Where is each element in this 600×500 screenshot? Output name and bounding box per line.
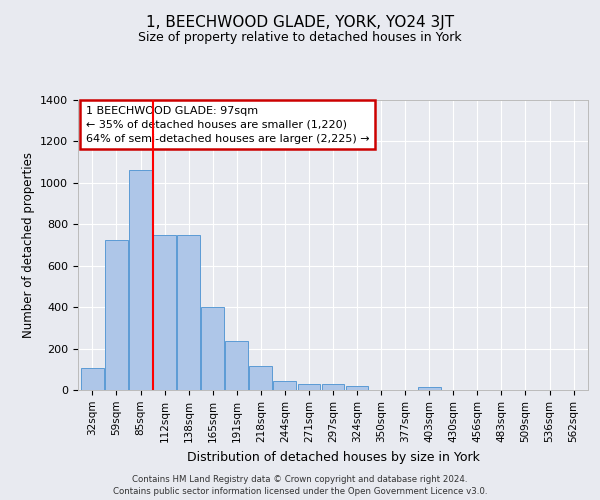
Text: Size of property relative to detached houses in York: Size of property relative to detached ho… xyxy=(138,31,462,44)
Bar xyxy=(346,386,368,390)
Text: 1 BEECHWOOD GLADE: 97sqm
← 35% of detached houses are smaller (1,220)
64% of sem: 1 BEECHWOOD GLADE: 97sqm ← 35% of detach… xyxy=(86,106,369,144)
Text: Distribution of detached houses by size in York: Distribution of detached houses by size … xyxy=(187,451,479,464)
Y-axis label: Number of detached properties: Number of detached properties xyxy=(22,152,35,338)
Bar xyxy=(322,384,344,390)
Bar xyxy=(274,380,296,390)
Bar xyxy=(177,234,200,390)
Bar xyxy=(250,366,272,390)
Text: Contains public sector information licensed under the Open Government Licence v3: Contains public sector information licen… xyxy=(113,486,487,496)
Bar xyxy=(201,307,224,390)
Bar xyxy=(81,368,104,390)
Bar xyxy=(129,170,152,390)
Bar xyxy=(418,387,440,390)
Bar xyxy=(298,384,320,390)
Bar xyxy=(226,342,248,390)
Text: Contains HM Land Registry data © Crown copyright and database right 2024.: Contains HM Land Registry data © Crown c… xyxy=(132,476,468,484)
Bar xyxy=(153,234,176,390)
Text: 1, BEECHWOOD GLADE, YORK, YO24 3JT: 1, BEECHWOOD GLADE, YORK, YO24 3JT xyxy=(146,15,454,30)
Bar xyxy=(105,240,128,390)
